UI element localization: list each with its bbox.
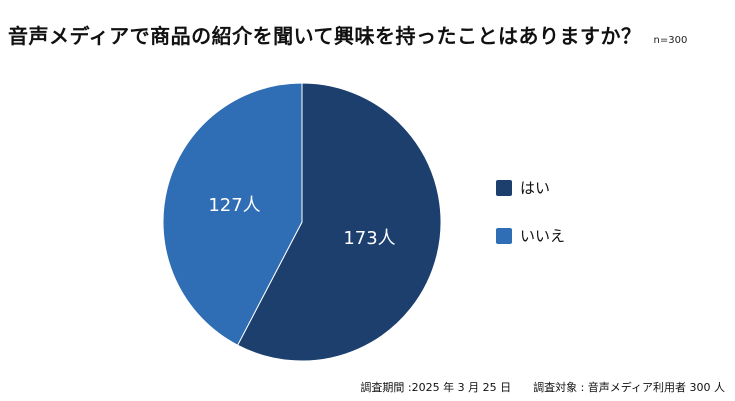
survey-target: 調査対象 : 音声メディア利用者 300 人 [533,381,725,394]
legend-swatch-2 [496,228,512,244]
sample-size-note: n=300 [653,35,688,46]
slice-data-label-1: 173人 [343,228,395,249]
pie-slice-2 [162,82,303,346]
chart-title: 音声メディアで商品の紹介を聞いて興味を持ったことはありますか？ [8,24,642,48]
legend-label-2: いいえ [520,227,565,245]
pie-slices [162,82,442,362]
survey-footer: 調査期間 :2025 年 3 月 25 日 調査対象 : 音声メディア利用者 30… [360,379,725,395]
slice-data-label-2: 127人 [208,195,260,216]
pie-slice-1 [236,82,442,362]
pie-slice-labels: 173人 127人 [208,195,395,249]
survey-period: 調査期間 :2025 年 3 月 25 日 [360,381,512,394]
legend-label-1: はい [520,179,550,197]
chart-title-row: 音声メディアで商品の紹介を聞いて興味を持ったことはありますか？ n=300 [8,20,728,52]
legend-swatch-1 [496,180,512,196]
